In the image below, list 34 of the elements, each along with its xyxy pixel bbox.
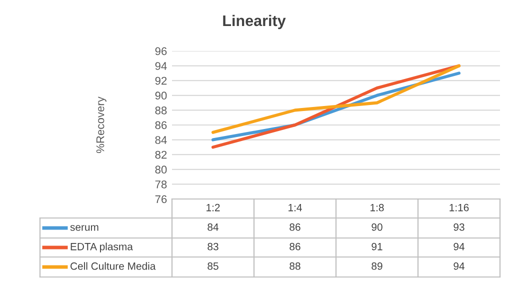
legend-label: Cell Culture Media	[70, 262, 156, 270]
legend-label: EDTA plasma	[70, 242, 133, 252]
x-tick-label: 1:2	[206, 204, 220, 212]
y-tick-label: 90	[155, 92, 167, 100]
y-tick-label: 96	[155, 47, 167, 56]
data-label: 93	[454, 223, 464, 231]
y-tick-label: 86	[155, 121, 167, 130]
line-series	[211, 64, 461, 149]
x-tick-label: 1:4	[288, 204, 302, 212]
data-label: 85	[208, 262, 218, 270]
y-tick-label: 94	[155, 62, 167, 70]
data-label: 86	[290, 242, 300, 250]
y-axis-title: %Recovery	[96, 96, 106, 154]
data-label: 91	[372, 242, 382, 250]
data-label: 90	[372, 223, 382, 231]
y-tick-label: 80	[155, 166, 167, 174]
x-tick-label: 1:8	[370, 204, 384, 212]
data-label: 94	[454, 242, 464, 250]
y-tick-label: 82	[155, 150, 167, 159]
legend-label: serum	[70, 225, 98, 231]
line-series	[211, 64, 461, 134]
data-label: 84	[208, 223, 218, 231]
y-tick-label: 92	[155, 76, 167, 85]
data-label: 94	[454, 262, 464, 270]
data-label: 89	[372, 262, 382, 270]
y-tick-label: 84	[155, 136, 167, 144]
data-label: 86	[290, 223, 300, 231]
chart-title: Linearity	[223, 14, 286, 30]
y-tick-label: 88	[155, 106, 167, 114]
y-tick-label: 76	[155, 195, 167, 204]
data-label: 83	[208, 242, 218, 250]
x-tick-label: 1:16	[450, 204, 469, 212]
y-tick-label: 78	[155, 180, 167, 188]
data-label: 88	[290, 262, 300, 270]
